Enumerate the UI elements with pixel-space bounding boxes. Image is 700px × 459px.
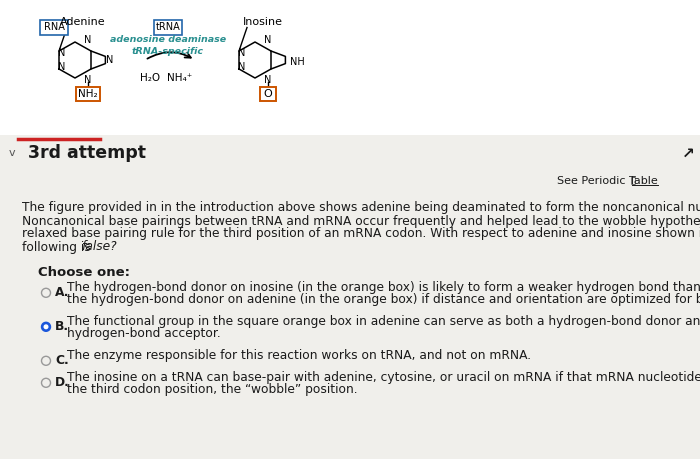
Text: N: N <box>58 48 66 58</box>
Text: ⬛: ⬛ <box>631 177 636 185</box>
Text: the hydrogen-bond donor on adenine (in the orange box) if distance and orientati: the hydrogen-bond donor on adenine (in t… <box>67 293 700 307</box>
Text: tRNA: tRNA <box>155 22 181 33</box>
Text: the third codon position, the “wobble” position.: the third codon position, the “wobble” p… <box>67 384 358 397</box>
Text: A.: A. <box>55 286 69 299</box>
Text: The functional group in the square orange box in adenine can serve as both a hyd: The functional group in the square orang… <box>67 315 700 329</box>
Text: Adenine: Adenine <box>60 17 106 27</box>
Text: Noncanonical base pairings between tRNA and mRNA occur frequently and helped lea: Noncanonical base pairings between tRNA … <box>22 214 700 228</box>
Circle shape <box>44 325 48 329</box>
Text: N: N <box>238 62 246 72</box>
Text: N: N <box>58 62 66 72</box>
Bar <box>0 0 700 135</box>
Text: D.: D. <box>55 376 70 389</box>
Text: hydrogen-bond acceptor.: hydrogen-bond acceptor. <box>67 328 220 341</box>
Text: tRNA-specific: tRNA-specific <box>132 47 204 56</box>
Text: NH: NH <box>290 57 305 67</box>
Text: O: O <box>264 89 272 99</box>
Text: H₂O: H₂O <box>140 73 160 83</box>
FancyBboxPatch shape <box>260 87 276 101</box>
Text: NH₂: NH₂ <box>78 89 98 99</box>
Text: v: v <box>8 148 15 158</box>
Text: RNA: RNA <box>43 22 64 33</box>
Text: B.: B. <box>55 320 69 333</box>
Circle shape <box>41 322 50 331</box>
Text: N: N <box>84 35 92 45</box>
FancyBboxPatch shape <box>40 20 68 35</box>
Text: See Periodic Table: See Periodic Table <box>557 176 658 186</box>
Text: relaxed base pairing rule for the third position of an mRNA codon. With respect : relaxed base pairing rule for the third … <box>22 228 700 241</box>
FancyBboxPatch shape <box>154 20 182 35</box>
Text: ↗: ↗ <box>682 146 694 161</box>
Text: N: N <box>265 75 272 85</box>
Text: The inosine on a tRNA can base-pair with adenine, cytosine, or uracil on mRNA if: The inosine on a tRNA can base-pair with… <box>67 371 700 385</box>
Text: N: N <box>265 35 272 45</box>
Text: false?: false? <box>81 241 117 253</box>
Text: C.: C. <box>55 354 69 367</box>
Text: N: N <box>238 48 246 58</box>
Text: Inosine: Inosine <box>243 17 283 27</box>
Text: NH₄⁺: NH₄⁺ <box>167 73 192 83</box>
FancyBboxPatch shape <box>76 87 100 101</box>
Text: The hydrogen-bond donor on inosine (in the orange box) is likely to form a weake: The hydrogen-bond donor on inosine (in t… <box>67 281 700 295</box>
Text: adenosine deaminase: adenosine deaminase <box>110 35 226 45</box>
Text: following is: following is <box>22 241 95 253</box>
Text: Choose one:: Choose one: <box>38 265 130 279</box>
Text: N: N <box>106 55 113 65</box>
Text: The figure provided in in the introduction above shows adenine being deaminated : The figure provided in in the introducti… <box>22 202 700 214</box>
Text: N: N <box>84 75 92 85</box>
Text: 3rd attempt: 3rd attempt <box>28 144 146 162</box>
Text: The enzyme responsible for this reaction works on tRNA, and not on mRNA.: The enzyme responsible for this reaction… <box>67 349 531 363</box>
